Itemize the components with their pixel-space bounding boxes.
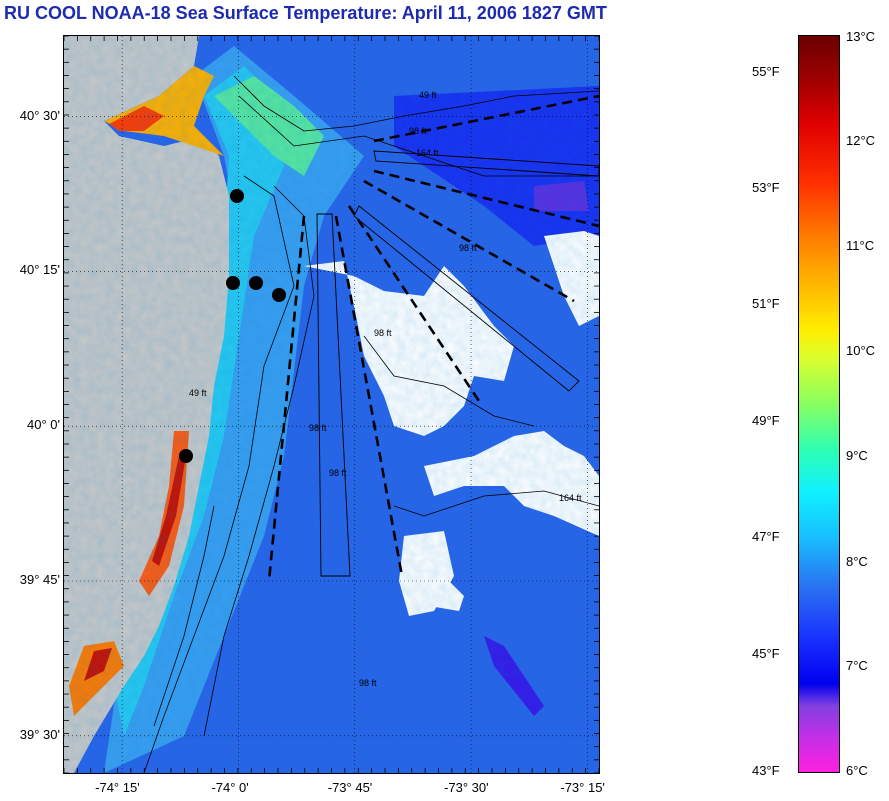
latitude-label: 39° 45' xyxy=(19,572,60,587)
latitude-label: 40° 30' xyxy=(19,107,60,123)
longitude-label: -73° 15' xyxy=(560,780,605,795)
celsius-label: 6°C xyxy=(846,763,868,778)
depth-label: 98 ft xyxy=(374,328,392,338)
transect-dashed xyxy=(267,94,599,582)
celsius-label: 9°C xyxy=(846,448,868,463)
map-title: RU COOL NOAA-18 Sea Surface Temperature:… xyxy=(4,3,607,23)
temperature-colorbar xyxy=(798,35,840,773)
depth-label: 98 ft xyxy=(409,126,427,136)
transect-boxes xyxy=(316,150,599,577)
sst-map-svg: 49 ft 98 ft 164 ft 98 ft 98 ft 98 ft 49 ft 98 f… xyxy=(64,36,599,773)
sst-map: 49 ft 98 ft 164 ft 98 ft 98 ft 98 ft 49 ft 98 f… xyxy=(63,35,600,774)
depth-label: 49 ft xyxy=(189,388,207,398)
celsius-label: 11°C xyxy=(846,238,875,253)
depth-label: 98 ft xyxy=(309,423,327,433)
longitude-label: -74° 0' xyxy=(211,780,249,795)
celsius-label: 10°C xyxy=(846,343,876,358)
celsius-label: 8°C xyxy=(846,554,868,569)
celsius-label: 12°C xyxy=(846,133,876,148)
longitude-label: -73° 45' xyxy=(327,780,373,795)
fahrenheit-label: 43°F xyxy=(752,763,780,778)
depth-label: 49 ft xyxy=(419,90,437,100)
station-marker xyxy=(249,275,264,290)
longitude-label: -74° 15' xyxy=(95,780,140,795)
celsius-label: 13°C xyxy=(846,29,876,44)
fahrenheit-label: 45°F xyxy=(752,646,780,661)
graticule xyxy=(64,36,599,773)
celsius-label: 7°C xyxy=(846,658,868,673)
station-marker xyxy=(179,449,194,464)
latitude-label: 40° 15' xyxy=(19,262,60,278)
latitude-label: 40° 0' xyxy=(27,417,60,433)
station-marker xyxy=(272,288,287,303)
depth-label: 164 ft xyxy=(559,493,582,503)
depth-label: 98 ft xyxy=(329,468,347,478)
fahrenheit-label: 53°F xyxy=(752,180,780,195)
fahrenheit-label: 49°F xyxy=(752,413,780,428)
fahrenheit-label: 55°F xyxy=(752,64,780,79)
depth-labels: 49 ft 98 ft 164 ft 98 ft 98 ft 98 ft 49 ft 98 f… xyxy=(189,90,582,688)
latitude-label: 39° 30' xyxy=(19,726,60,742)
longitude-label: -73° 30' xyxy=(444,780,489,795)
texture xyxy=(64,36,599,773)
fahrenheit-label: 47°F xyxy=(752,529,780,544)
fahrenheit-label: 51°F xyxy=(752,296,780,311)
station-marker xyxy=(225,275,240,290)
depth-label: 98 ft xyxy=(359,678,377,688)
depth-label: 164 ft xyxy=(416,148,439,158)
depth-label: 98 ft xyxy=(459,243,477,253)
station-marker xyxy=(230,189,245,204)
